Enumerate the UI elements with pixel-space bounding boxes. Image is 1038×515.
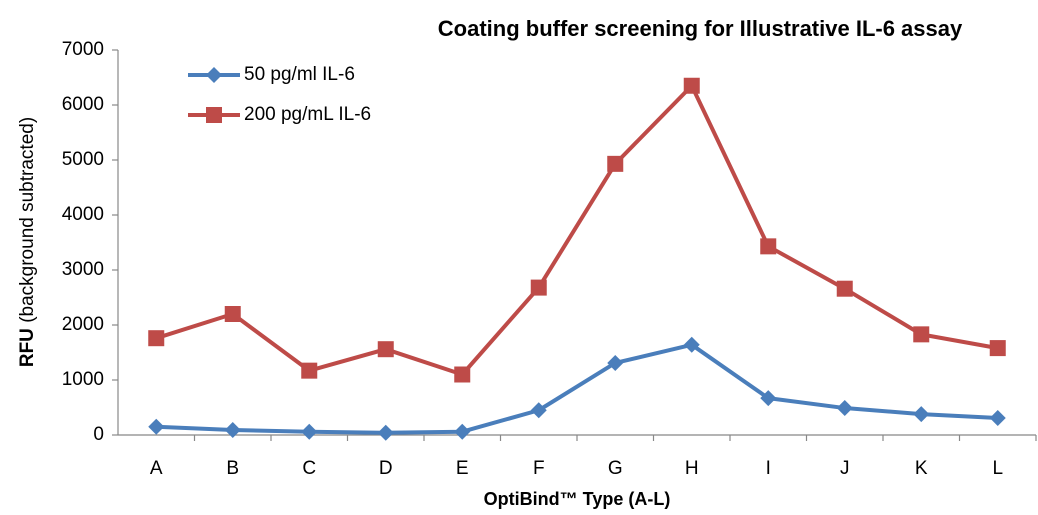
data-point [301,362,318,379]
data-point [530,279,547,296]
data-point [148,418,165,435]
x-tick-label: B [226,458,239,479]
data-point [607,354,624,371]
data-point [836,280,853,297]
x-tick-label: F [533,458,545,479]
data-point [377,341,394,358]
data-point [760,238,777,255]
x-tick-label: H [685,458,699,479]
data-point [377,424,394,441]
x-tick-label: C [302,458,316,479]
legend-label: 50 pg/ml IL-6 [244,64,355,85]
data-point [454,366,471,383]
series-line [156,342,998,435]
data-point [530,402,547,419]
y-axis-title-rest: (background subtracted) [17,117,38,323]
x-tick-label: L [992,458,1003,479]
legend-marker [206,107,222,123]
legend-marker [206,67,222,83]
x-tick-label: I [766,458,771,479]
x-tick-label: K [915,458,928,479]
x-tick-label: A [150,458,163,479]
x-axis-title: OptiBind™ Type (A-L) [484,489,671,509]
y-tick-label: 0 [93,424,104,445]
y-axis-title-bold: RFU [17,328,38,367]
data-point [148,330,165,347]
y-tick-label: 7000 [62,39,104,60]
data-point [913,406,930,423]
data-point [454,423,471,440]
series-line [155,83,999,377]
y-tick-label: 2000 [62,314,104,335]
data-point [989,340,1006,357]
x-tick-label: D [379,458,393,479]
y-tick-label: 5000 [62,149,104,170]
data-point [989,409,1006,426]
x-tick-label: E [456,458,469,479]
legend-label: 200 pg/mL IL-6 [244,104,371,125]
data-point [913,326,930,343]
y-tick-label: 6000 [62,94,104,115]
data-point [607,155,624,172]
data-point [683,77,700,94]
y-tick-label: 3000 [62,259,104,280]
data-point [224,306,241,322]
data-point [683,336,700,353]
data-point [301,423,318,440]
chart-title: Coating buffer screening for Illustrativ… [438,16,963,41]
data-point [836,400,853,417]
x-tick-label: J [840,458,850,479]
x-tick-label: G [608,458,623,479]
data-point [760,390,777,407]
y-tick-label: 4000 [62,204,104,225]
data-point [224,422,241,439]
y-tick-label: 1000 [62,369,104,390]
y-axis-title: RFU (background subtracted) [17,117,38,367]
